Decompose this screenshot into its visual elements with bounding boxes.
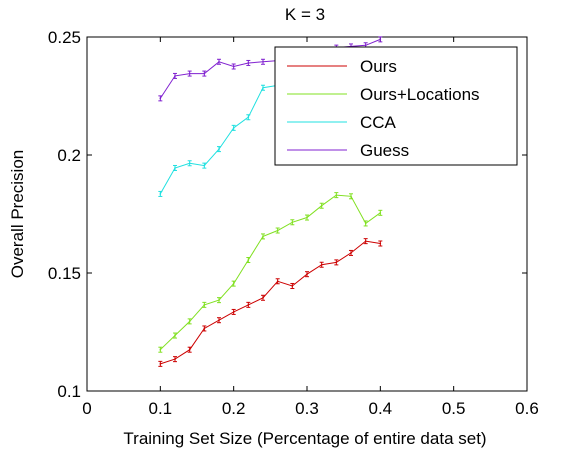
x-tick-label: 0 <box>82 399 91 418</box>
data-point <box>174 75 176 77</box>
data-point <box>247 116 250 119</box>
data-point <box>350 252 352 254</box>
data-point <box>232 311 235 313</box>
series-line <box>159 194 381 351</box>
data-point <box>232 282 235 285</box>
legend: Ours Ours+Locations CCA Guess <box>274 46 518 166</box>
data-point <box>218 319 220 322</box>
data-point <box>232 127 235 129</box>
y-tick-label: 0.15 <box>48 264 81 283</box>
data-point <box>159 97 162 100</box>
data-point <box>203 72 206 75</box>
data-point <box>276 280 279 283</box>
data-point <box>306 216 308 219</box>
data-point <box>188 72 191 75</box>
data-point <box>159 193 162 195</box>
data-point <box>247 259 250 261</box>
data-point <box>335 261 338 264</box>
y-tick-label: 0.2 <box>57 146 81 165</box>
data-point <box>379 242 382 245</box>
data-point <box>218 299 220 301</box>
data-point <box>364 222 367 225</box>
data-point <box>262 60 264 63</box>
data-point <box>306 273 308 275</box>
y-axis-label: Overall Precision <box>8 150 27 279</box>
legend-label: CCA <box>360 113 397 132</box>
data-point <box>335 194 338 196</box>
data-point <box>291 285 294 287</box>
x-tick-label: 0.5 <box>442 399 466 418</box>
y-tick-label: 0.1 <box>57 382 81 401</box>
data-point <box>232 65 235 68</box>
x-tick-label: 0.2 <box>222 399 246 418</box>
data-point <box>174 334 176 337</box>
data-point <box>262 86 264 89</box>
data-point <box>188 320 191 323</box>
data-point <box>218 148 220 150</box>
data-point <box>188 348 191 351</box>
data-point <box>379 38 382 41</box>
x-tick-label: 0.4 <box>369 399 393 418</box>
legend-box <box>274 46 518 166</box>
data-point <box>276 229 279 232</box>
y-tick-label: 0.25 <box>48 28 81 47</box>
data-point <box>174 167 176 169</box>
series-line <box>160 240 381 365</box>
data-point <box>247 304 250 306</box>
data-point <box>203 304 206 306</box>
chart-title: K = 3 <box>285 5 325 24</box>
data-point <box>320 263 323 266</box>
x-tick-label: 0.6 <box>515 399 539 418</box>
legend-label: Ours+Locations <box>360 85 480 104</box>
data-point <box>203 164 206 167</box>
x-axis-label: Training Set Size (Percentage of entire … <box>123 429 486 448</box>
data-point <box>262 296 264 299</box>
data-point <box>247 62 250 64</box>
data-point <box>218 60 220 63</box>
data-point <box>159 363 162 365</box>
data-point <box>364 240 367 242</box>
data-point <box>188 162 191 165</box>
legend-label: Ours <box>360 57 397 76</box>
data-point <box>350 195 352 198</box>
data-point <box>262 235 264 238</box>
data-point <box>291 221 294 224</box>
x-tick-label: 0.1 <box>149 399 173 418</box>
data-point <box>203 327 206 330</box>
data-point <box>364 44 367 47</box>
legend-label: Guess <box>360 141 409 160</box>
x-tick-label: 0.3 <box>295 399 319 418</box>
data-point <box>379 212 382 214</box>
data-point <box>320 204 323 207</box>
data-point <box>159 348 162 351</box>
plot-area: 0 0.1 0.2 0.3 0.4 0.5 0.60.10.150.20.25 <box>48 28 539 418</box>
data-point <box>174 358 176 360</box>
